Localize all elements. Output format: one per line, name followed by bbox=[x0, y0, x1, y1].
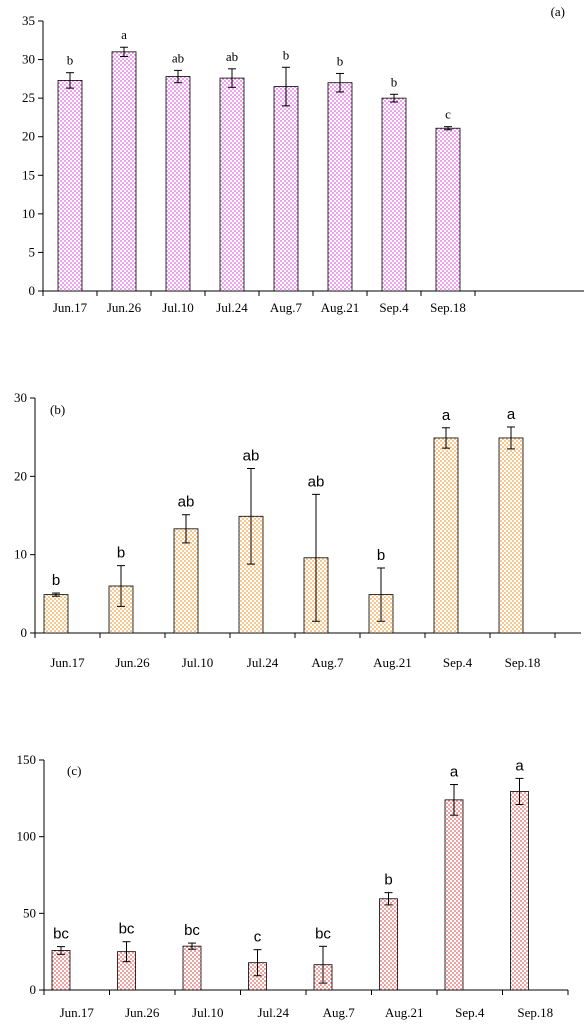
y-tick-label: 0 bbox=[29, 283, 36, 298]
x-tick-label: Jun.17 bbox=[60, 1005, 95, 1020]
significance-letter: a bbox=[442, 407, 451, 424]
y-tick-label: 100 bbox=[17, 829, 37, 844]
y-tick-label: 25 bbox=[22, 90, 35, 105]
bar bbox=[51, 950, 71, 991]
x-tick-label: Aug.21 bbox=[373, 655, 412, 670]
significance-letter: b bbox=[67, 53, 74, 68]
significance-letter: bc bbox=[119, 921, 135, 938]
y-tick-label: 10 bbox=[22, 206, 35, 221]
bar bbox=[510, 791, 529, 991]
bar bbox=[165, 76, 191, 292]
significance-letter: bc bbox=[53, 926, 69, 943]
significance-letter: ab bbox=[226, 49, 238, 64]
bar bbox=[435, 127, 461, 292]
significance-letter: bc bbox=[184, 922, 200, 939]
significance-letter: ab bbox=[172, 50, 184, 65]
x-tick-label: Aug.7 bbox=[311, 655, 344, 670]
bar bbox=[327, 82, 353, 292]
bar bbox=[379, 898, 398, 991]
x-tick-label: Aug.7 bbox=[323, 1005, 356, 1020]
x-tick-label: Jul.24 bbox=[247, 655, 279, 670]
x-tick-label: Jun.26 bbox=[115, 655, 150, 670]
x-tick-label: Jul.10 bbox=[162, 300, 193, 315]
bar bbox=[43, 594, 69, 634]
x-tick-label: Sep.4 bbox=[443, 655, 473, 670]
significance-letter: b bbox=[117, 545, 125, 562]
x-tick-label: Jul.24 bbox=[258, 1005, 290, 1020]
significance-letter: a bbox=[515, 757, 524, 774]
significance-letter: b bbox=[377, 547, 385, 564]
significance-letter: b bbox=[283, 47, 290, 62]
significance-letter: b bbox=[337, 53, 344, 68]
bar bbox=[182, 945, 202, 991]
x-tick-label: Jun.17 bbox=[50, 655, 85, 670]
bar bbox=[173, 528, 199, 634]
x-tick-label: Sep.18 bbox=[430, 300, 466, 315]
bar bbox=[433, 437, 459, 634]
panel-a: 0 5 10 15 20 25 30 35 b Jun.17 a Jun.26 ab Jul.10 ab Ju… bbox=[22, 4, 584, 315]
y-tick-label: 20 bbox=[14, 468, 27, 483]
panel-label: (c) bbox=[67, 763, 81, 778]
significance-letter: b bbox=[391, 74, 398, 89]
x-tick-label: Jul.10 bbox=[192, 1005, 223, 1020]
significance-letter: b bbox=[384, 872, 392, 889]
x-tick-label: Jul.24 bbox=[216, 300, 248, 315]
bar bbox=[57, 80, 83, 292]
significance-letter: b bbox=[52, 572, 60, 589]
significance-letter: a bbox=[121, 27, 127, 42]
x-tick-label: Aug.21 bbox=[321, 300, 360, 315]
y-tick-label: 5 bbox=[29, 244, 36, 259]
y-tick-label: 20 bbox=[22, 129, 35, 144]
y-tick-label: 0 bbox=[30, 982, 37, 997]
bar bbox=[444, 799, 464, 991]
panel-b: 0102030bJun.17bJun.26abJul.10abJul.24abA… bbox=[14, 390, 581, 670]
x-tick-label: Sep.18 bbox=[517, 1005, 553, 1020]
y-tick-label: 30 bbox=[22, 52, 35, 67]
significance-letter: c bbox=[445, 107, 451, 122]
significance-letter: bc bbox=[315, 925, 331, 942]
significance-letter: a bbox=[507, 406, 516, 423]
bar bbox=[219, 77, 245, 292]
panel-label: (b) bbox=[50, 402, 65, 417]
x-tick-label: Aug.21 bbox=[385, 1005, 424, 1020]
panel-label: (a) bbox=[551, 4, 565, 19]
y-tick-label: 10 bbox=[14, 547, 27, 562]
y-tick-label: 15 bbox=[22, 167, 35, 182]
x-tick-label: Jul.10 bbox=[182, 655, 213, 670]
x-tick-label: Jun.26 bbox=[107, 300, 142, 315]
y-tick-label: 30 bbox=[14, 390, 27, 405]
y-tick-label: 150 bbox=[17, 752, 37, 767]
x-tick-label: Jun.17 bbox=[53, 300, 88, 315]
significance-letter: a bbox=[450, 764, 459, 781]
bar bbox=[273, 86, 299, 292]
y-tick-label: 0 bbox=[21, 625, 28, 640]
y-tick-label: 35 bbox=[22, 13, 35, 28]
x-tick-label: Sep.4 bbox=[455, 1005, 485, 1020]
bar bbox=[381, 97, 407, 292]
y-tick-label: 50 bbox=[23, 905, 36, 920]
panel-c: 0 50 100 150 bc Jun.17 bc Jun.26 bc Jul.10 c Jul.24… bbox=[17, 752, 569, 1020]
x-tick-label: Jun.26 bbox=[125, 1005, 160, 1020]
bar bbox=[498, 437, 524, 634]
significance-letter: ab bbox=[178, 494, 195, 511]
x-tick-label: Aug.7 bbox=[270, 300, 303, 315]
significance-letter: c bbox=[254, 929, 262, 946]
significance-letter: ab bbox=[308, 473, 325, 490]
x-tick-label: Sep.18 bbox=[505, 655, 541, 670]
bar bbox=[111, 51, 137, 292]
x-tick-label: Sep.4 bbox=[379, 300, 409, 315]
significance-letter: ab bbox=[243, 448, 260, 465]
